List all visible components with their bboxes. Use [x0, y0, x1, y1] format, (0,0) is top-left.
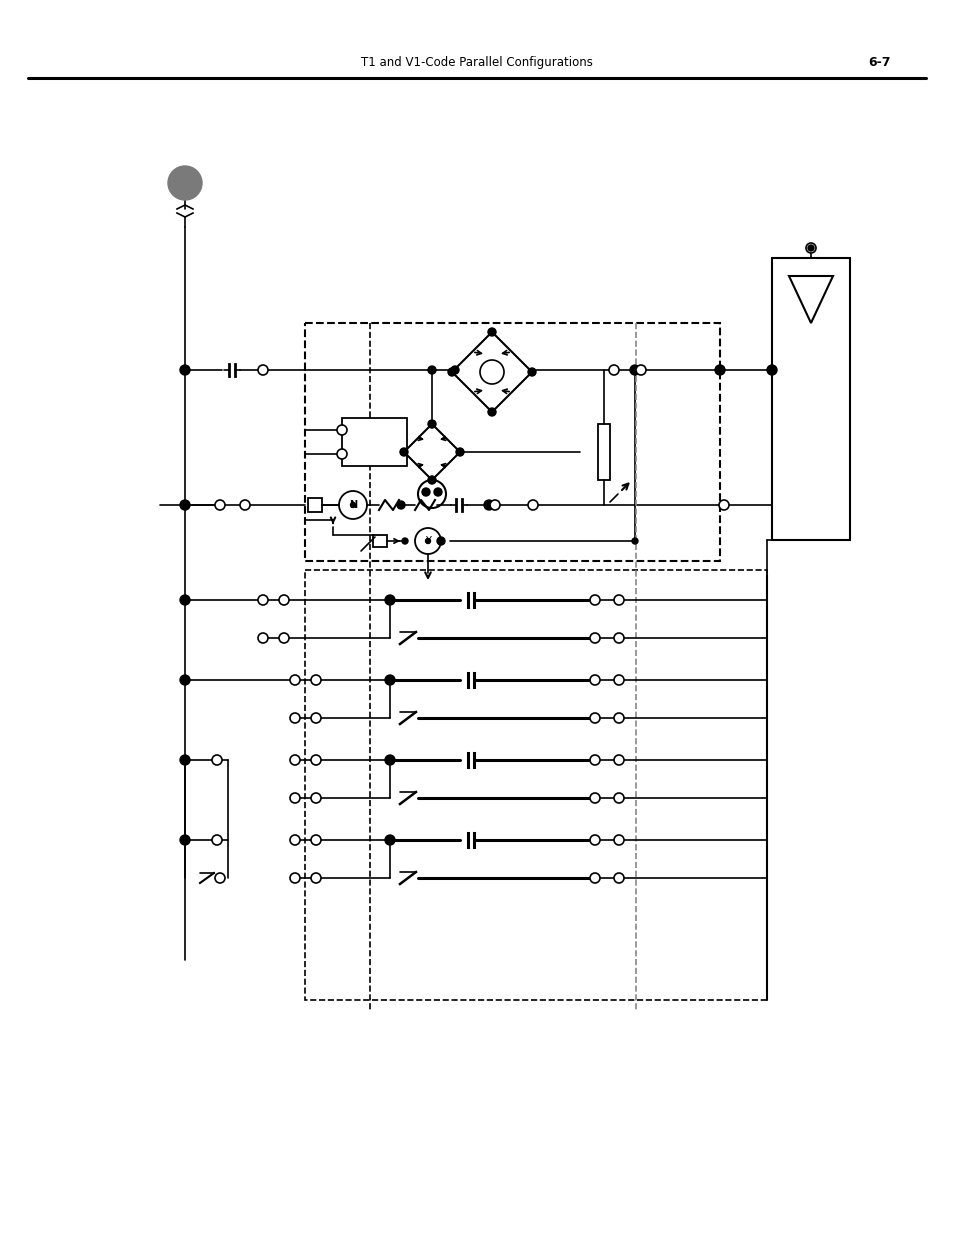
Circle shape [401, 538, 408, 543]
Circle shape [290, 835, 299, 845]
Circle shape [629, 366, 639, 375]
Circle shape [336, 425, 347, 435]
Circle shape [214, 500, 225, 510]
Circle shape [451, 366, 458, 374]
Circle shape [278, 634, 289, 643]
Circle shape [719, 500, 728, 510]
Circle shape [311, 713, 320, 722]
Circle shape [311, 793, 320, 803]
Bar [771, 258, 849, 540]
Circle shape [278, 595, 289, 605]
Circle shape [212, 755, 222, 764]
Circle shape [614, 676, 623, 685]
Circle shape [336, 450, 347, 459]
Circle shape [589, 676, 599, 685]
Circle shape [614, 713, 623, 722]
Circle shape [290, 713, 299, 722]
Circle shape [257, 634, 268, 643]
Circle shape [385, 595, 395, 605]
Circle shape [428, 420, 436, 429]
Circle shape [589, 755, 599, 764]
Circle shape [385, 676, 395, 685]
Circle shape [608, 366, 618, 375]
Circle shape [434, 488, 441, 496]
Circle shape [180, 755, 190, 764]
Circle shape [180, 835, 190, 845]
Circle shape [483, 500, 494, 510]
Circle shape [490, 500, 499, 510]
Circle shape [180, 595, 190, 605]
Bar [305, 324, 720, 561]
Circle shape [396, 501, 405, 509]
Circle shape [428, 366, 436, 374]
Circle shape [805, 243, 815, 253]
Circle shape [290, 873, 299, 883]
Circle shape [589, 873, 599, 883]
Circle shape [436, 537, 444, 545]
Circle shape [488, 329, 496, 336]
Circle shape [180, 500, 190, 510]
Text: 6-7: 6-7 [868, 56, 890, 68]
Circle shape [425, 538, 430, 543]
Circle shape [614, 793, 623, 803]
Circle shape [421, 488, 430, 496]
Circle shape [385, 755, 395, 764]
Circle shape [290, 793, 299, 803]
Circle shape [589, 793, 599, 803]
Text: N: N [349, 500, 356, 510]
Circle shape [614, 873, 623, 883]
Circle shape [589, 634, 599, 643]
Circle shape [168, 165, 202, 200]
Circle shape [807, 245, 813, 251]
Circle shape [240, 500, 250, 510]
Circle shape [589, 595, 599, 605]
Circle shape [636, 366, 645, 375]
Circle shape [456, 448, 463, 456]
Circle shape [527, 368, 536, 375]
Circle shape [212, 835, 222, 845]
Circle shape [290, 676, 299, 685]
Circle shape [399, 448, 408, 456]
Bar [308, 498, 322, 513]
Circle shape [614, 595, 623, 605]
Circle shape [311, 755, 320, 764]
Circle shape [589, 835, 599, 845]
Circle shape [385, 835, 395, 845]
Circle shape [488, 408, 496, 416]
Bar [598, 424, 609, 480]
Circle shape [350, 503, 355, 508]
Bar [305, 571, 766, 1000]
Text: Y: Y [425, 536, 431, 546]
Circle shape [589, 713, 599, 722]
Circle shape [428, 475, 436, 484]
Circle shape [614, 634, 623, 643]
Circle shape [180, 676, 190, 685]
Circle shape [631, 538, 638, 543]
Circle shape [214, 873, 225, 883]
Circle shape [311, 676, 320, 685]
Circle shape [290, 755, 299, 764]
Circle shape [180, 366, 190, 375]
Bar [373, 535, 387, 547]
Circle shape [311, 835, 320, 845]
Circle shape [614, 755, 623, 764]
Circle shape [257, 366, 268, 375]
Circle shape [766, 366, 776, 375]
Circle shape [527, 500, 537, 510]
Circle shape [714, 366, 724, 375]
Circle shape [311, 873, 320, 883]
Circle shape [614, 835, 623, 845]
Bar [341, 417, 407, 466]
Circle shape [257, 595, 268, 605]
Text: T1 and V1-Code Parallel Configurations: T1 and V1-Code Parallel Configurations [360, 56, 593, 68]
Circle shape [448, 368, 456, 375]
